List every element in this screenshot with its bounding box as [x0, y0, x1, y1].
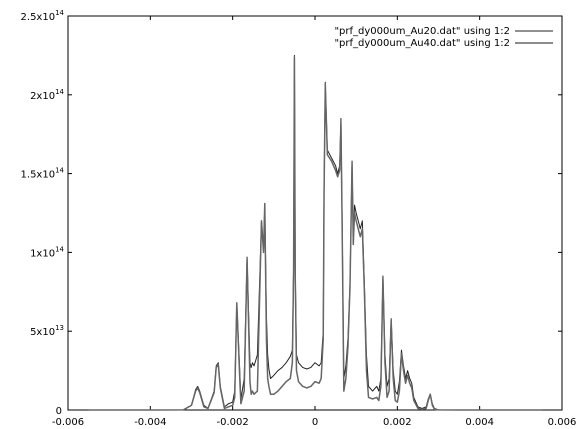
- y-tick-label: 1x1014: [30, 245, 64, 259]
- x-tick-label: 0.004: [465, 417, 494, 428]
- y-tick-exponent: 14: [55, 167, 64, 175]
- y-tick-label: 2.5x1014: [21, 9, 65, 23]
- series-group: [88, 54, 542, 411]
- series-line-1: [88, 54, 542, 411]
- y-tick-label: 0: [56, 406, 62, 417]
- y-tick-mantissa: 1x10: [30, 248, 55, 259]
- y-tick-mantissa: 1.5x10: [21, 170, 56, 181]
- plot-frame: [67, 15, 563, 411]
- x-tick-label: 0.006: [548, 417, 577, 428]
- y-tick-mantissa: 2x10: [30, 91, 55, 102]
- y-tick-label: 1.5x1014: [21, 167, 65, 181]
- y-tick-label: 2x1014: [30, 88, 64, 102]
- y-tick-label: 5x1013: [30, 324, 64, 338]
- y-tick-mantissa: 5x10: [30, 327, 55, 338]
- legend-entry-label: "prf_dy000um_Au20.dat" using 1:2: [334, 26, 510, 37]
- x-tick-label: 0.002: [383, 417, 412, 428]
- y-tick-exponent: 14: [55, 245, 64, 253]
- legend-entry-label: "prf_dy000um_Au40.dat" using 1:2: [334, 38, 510, 49]
- y-tick-mantissa: 2.5x10: [21, 12, 56, 23]
- x-tick-label: -0.006: [52, 417, 84, 428]
- series-line-2: [88, 56, 542, 411]
- y-tick-exponent: 14: [55, 9, 64, 17]
- x-tick-label: 0: [312, 417, 318, 428]
- legend: "prf_dy000um_Au20.dat" using 1:2"prf_dy0…: [334, 26, 553, 49]
- x-tick-label: -0.004: [134, 417, 166, 428]
- x-tick-label: -0.002: [217, 417, 249, 428]
- y-tick-exponent: 14: [55, 88, 64, 96]
- axis-ticks: -0.006 -0.004 -0.002 0 0.002 0.004 0.00605x101…: [21, 9, 577, 428]
- y-tick-exponent: 13: [55, 324, 64, 332]
